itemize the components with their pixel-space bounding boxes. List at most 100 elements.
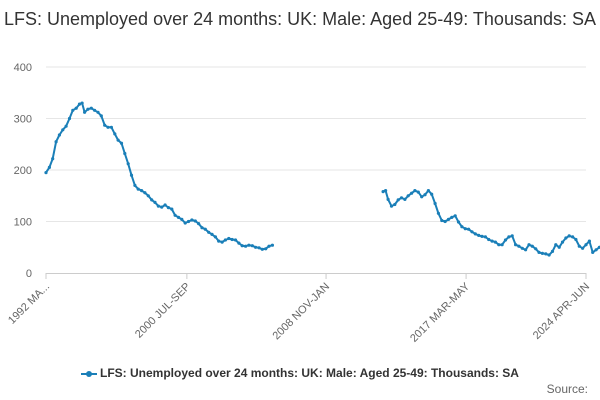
data-point[interactable] (61, 128, 65, 132)
data-point[interactable] (126, 162, 130, 166)
data-point[interactable] (254, 245, 258, 249)
data-point[interactable] (520, 246, 524, 250)
data-point[interactable] (57, 133, 62, 137)
data-point[interactable] (51, 157, 55, 161)
data-point[interactable] (143, 191, 147, 195)
data-point[interactable] (71, 108, 75, 112)
data-point[interactable] (86, 107, 90, 111)
data-point[interactable] (413, 189, 417, 193)
data-point[interactable] (240, 244, 244, 248)
data-point[interactable] (456, 220, 461, 224)
data-point[interactable] (217, 239, 221, 243)
data-point[interactable] (213, 235, 217, 239)
data-point[interactable] (119, 141, 124, 145)
data-point[interactable] (123, 151, 127, 156)
data-point[interactable] (129, 173, 134, 177)
data-point[interactable] (67, 116, 72, 121)
data-point[interactable] (399, 196, 404, 200)
data-point[interactable] (517, 244, 521, 248)
data-point[interactable] (423, 193, 427, 197)
data-point[interactable] (93, 108, 97, 112)
data-point[interactable] (557, 245, 561, 249)
data-point[interactable] (270, 243, 274, 247)
data-point[interactable] (420, 195, 424, 199)
data-point[interactable] (540, 251, 545, 255)
data-point[interactable] (237, 241, 241, 245)
data-point[interactable] (571, 235, 575, 239)
data-point[interactable] (544, 252, 548, 256)
data-point[interactable] (410, 191, 414, 195)
data-point[interactable] (393, 202, 397, 207)
data-point[interactable] (389, 204, 394, 208)
data-point[interactable] (467, 227, 471, 231)
data-point[interactable] (197, 222, 201, 226)
data-point[interactable] (207, 230, 211, 234)
data-point[interactable] (534, 247, 538, 251)
data-point[interactable] (193, 219, 197, 223)
data-point[interactable] (223, 238, 227, 242)
data-point[interactable] (446, 217, 451, 221)
data-point[interactable] (260, 247, 264, 251)
data-point[interactable] (554, 243, 558, 247)
data-point[interactable] (510, 234, 514, 238)
data-point[interactable] (436, 211, 440, 215)
data-point[interactable] (453, 214, 457, 218)
data-point[interactable] (564, 236, 568, 240)
data-point[interactable] (433, 201, 437, 206)
data-point[interactable] (406, 194, 410, 198)
data-point[interactable] (527, 243, 531, 247)
data-point[interactable] (550, 249, 555, 253)
data-point[interactable] (230, 237, 234, 242)
data-point[interactable] (163, 203, 167, 207)
data-point[interactable] (480, 234, 484, 238)
data-point[interactable] (190, 218, 194, 222)
data-point[interactable] (153, 200, 157, 204)
data-point[interactable] (80, 101, 84, 105)
data-point[interactable] (267, 244, 271, 248)
data-point[interactable] (250, 244, 254, 248)
data-point[interactable] (96, 110, 100, 114)
data-point[interactable] (176, 215, 181, 219)
data-point[interactable] (443, 219, 447, 224)
data-point[interactable] (594, 248, 598, 252)
data-point[interactable] (530, 244, 534, 248)
data-point[interactable] (146, 194, 150, 198)
data-point[interactable] (430, 192, 434, 196)
data-point[interactable] (203, 227, 207, 231)
data-point[interactable] (567, 234, 571, 238)
data-point[interactable] (597, 245, 600, 249)
data-point[interactable] (44, 171, 48, 175)
data-point[interactable] (497, 243, 501, 247)
data-point[interactable] (247, 243, 251, 247)
data-point[interactable] (166, 206, 170, 210)
data-point[interactable] (47, 165, 52, 169)
data-point[interactable] (493, 240, 497, 244)
data-point[interactable] (200, 226, 204, 230)
data-point[interactable] (381, 190, 385, 194)
data-point[interactable] (106, 125, 110, 129)
data-point[interactable] (83, 110, 87, 114)
data-point[interactable] (574, 237, 578, 242)
data-point[interactable] (170, 207, 174, 211)
data-point[interactable] (537, 250, 541, 254)
data-point[interactable] (89, 106, 93, 110)
data-point[interactable] (560, 240, 565, 244)
data-point[interactable] (257, 246, 261, 250)
legend[interactable]: LFS: Unemployed over 24 months: UK: Male… (0, 366, 600, 380)
data-point[interactable] (490, 239, 494, 243)
data-point[interactable] (450, 215, 454, 219)
data-point[interactable] (156, 204, 160, 208)
data-point[interactable] (507, 235, 511, 239)
data-point[interactable] (227, 236, 231, 241)
data-point[interactable] (160, 205, 164, 209)
data-point[interactable] (183, 221, 187, 225)
data-point[interactable] (524, 248, 528, 252)
data-point[interactable] (64, 124, 68, 128)
data-point[interactable] (440, 218, 444, 223)
data-point[interactable] (180, 217, 184, 221)
data-point[interactable] (386, 197, 390, 201)
data-point[interactable] (74, 106, 78, 110)
data-point[interactable] (54, 140, 58, 144)
data-point[interactable] (133, 183, 137, 187)
data-point[interactable] (460, 225, 464, 229)
